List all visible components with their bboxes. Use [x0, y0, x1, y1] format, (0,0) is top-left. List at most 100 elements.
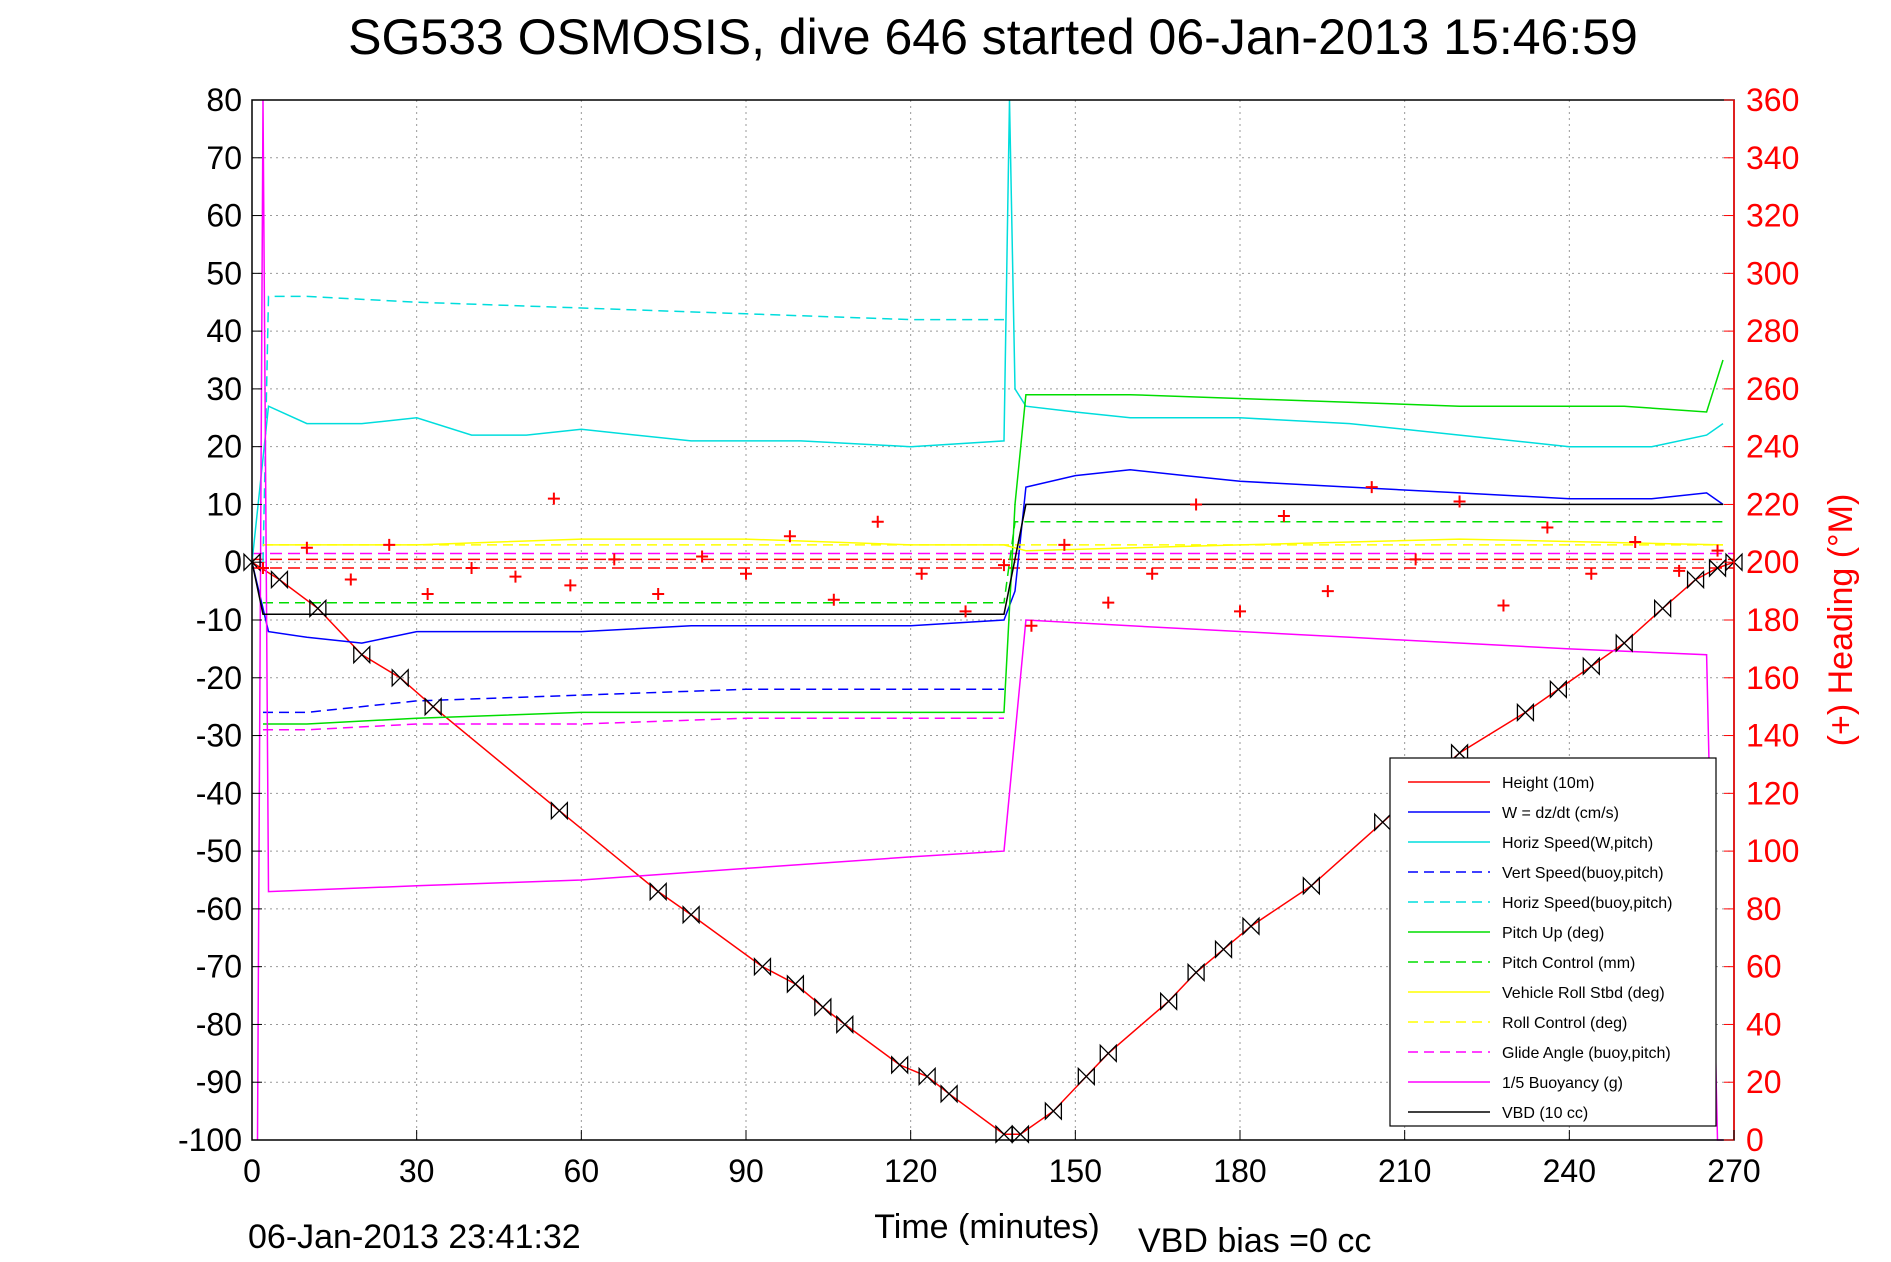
legend: Height (10m) W = dz/dt (cm/s) Horiz Speed(… — [1389, 757, 1717, 1127]
legend-label: W = dz/dt (cm/s) — [1502, 805, 1619, 822]
heading-marker — [783, 530, 796, 543]
series-line-11 — [251, 503, 1723, 615]
height-marker — [550, 801, 569, 821]
footer-vbd-bias: VBD bias =0 cc — [1138, 1222, 1371, 1260]
height-marker — [649, 881, 667, 902]
y-tick-label: 10 — [206, 486, 242, 522]
y-right-tick-label: 220 — [1746, 486, 1799, 522]
y-right-tick-label: 180 — [1746, 602, 1799, 638]
height-marker — [836, 1014, 854, 1035]
heading-marker — [608, 553, 621, 566]
y-right-tick-label: 80 — [1746, 891, 1782, 927]
height-marker — [682, 905, 700, 925]
heading-marker — [1541, 521, 1554, 534]
markers-layer — [243, 481, 1743, 1144]
footer-timestamp: 06-Jan-2013 23:41:32 — [248, 1218, 581, 1256]
heading-marker — [1497, 599, 1510, 612]
height-marker — [753, 957, 772, 977]
height-marker — [1011, 1124, 1030, 1144]
heading-marker — [696, 550, 709, 563]
legend-box — [1389, 757, 1717, 1127]
heading-marker — [871, 515, 884, 528]
series-line-1 — [251, 469, 1724, 644]
y-right-tick-label: 200 — [1746, 544, 1799, 580]
height-marker — [786, 974, 805, 994]
heading-marker — [1629, 536, 1642, 548]
right-axis: 0 20 40 60 80 100 120 140 160 180 200 220 240 260 280 3… — [1724, 82, 1799, 1158]
y-tick-label: 80 — [206, 82, 242, 118]
y-tick-label: -40 — [196, 775, 242, 811]
heading-marker — [1190, 498, 1203, 511]
legend-label: Horiz Speed(W,pitch) — [1502, 835, 1653, 852]
y-right-tick-label: 140 — [1746, 718, 1799, 754]
x-tick-label: 120 — [884, 1153, 937, 1189]
height-marker — [353, 645, 371, 665]
heading-marker — [256, 562, 269, 574]
y-right-tick-label: 260 — [1746, 371, 1799, 407]
y-tick-label: 40 — [206, 313, 242, 349]
x-axis-label: Time (minutes) — [874, 1208, 1099, 1246]
heading-marker — [1673, 564, 1686, 577]
x-tick-label: 60 — [564, 1153, 600, 1189]
height-marker — [424, 697, 442, 717]
height-marker — [1725, 552, 1743, 572]
y-tick-label: -10 — [196, 602, 242, 638]
height-marker — [1653, 598, 1672, 619]
height-marker — [309, 598, 327, 619]
heading-marker — [300, 541, 313, 554]
y-tick-label: 60 — [206, 198, 242, 234]
heading-marker — [959, 605, 972, 618]
y-right-tick-label: 100 — [1746, 833, 1799, 869]
heading-marker — [1058, 538, 1071, 551]
legend-label: VBD (10 cc) — [1502, 1105, 1588, 1122]
legend-label: 1/5 Buoyancy (g) — [1502, 1075, 1623, 1092]
heading-marker — [383, 538, 396, 551]
height-marker — [814, 997, 832, 1017]
height-marker — [940, 1084, 958, 1104]
heading-marker — [1585, 567, 1598, 580]
y-tick-label: -70 — [196, 949, 242, 985]
heading-marker — [509, 570, 522, 583]
height-marker — [1516, 702, 1535, 723]
y-right-tick-label: 0 — [1746, 1122, 1764, 1158]
y-tick-label: -20 — [196, 660, 242, 696]
height-marker — [1302, 876, 1321, 896]
heading-marker — [564, 579, 577, 592]
y-right-tick-label: 280 — [1746, 313, 1799, 349]
chart-title: SG533 OSMOSIS, dive 646 started 06-Jan-2… — [348, 9, 1638, 65]
y-tick-label: 20 — [206, 429, 242, 465]
y-tick-label: -30 — [196, 718, 242, 754]
height-marker — [1159, 991, 1178, 1011]
x-tick-label: 270 — [1707, 1153, 1760, 1189]
height-marker — [1077, 1066, 1095, 1087]
height-marker — [1099, 1043, 1117, 1063]
legend-label: Vert Speed(buoy,pitch) — [1502, 865, 1664, 882]
y-tick-label: 30 — [206, 371, 242, 407]
height-marker — [1187, 962, 1205, 983]
height-marker — [918, 1066, 936, 1087]
height-marker — [1686, 569, 1705, 590]
heading-marker — [465, 562, 478, 574]
y-tick-label: -100 — [178, 1122, 242, 1158]
height-marker — [1044, 1101, 1063, 1121]
heading-marker — [1234, 605, 1246, 618]
series-line-0 — [251, 561, 1735, 1135]
x-tick-label: 90 — [728, 1153, 764, 1189]
height-marker — [1214, 939, 1233, 959]
y-tick-label: 70 — [206, 140, 242, 176]
y-tick-label: 0 — [224, 544, 242, 580]
legend-label: Vehicle Roll Stbd (deg) — [1502, 985, 1665, 1002]
series-line-6 — [263, 521, 1723, 604]
heading-marker — [421, 588, 434, 600]
x-tick-label: 0 — [243, 1153, 261, 1189]
legend-label: Glide Angle (buoy,pitch) — [1502, 1045, 1671, 1062]
heading-marker — [1277, 510, 1290, 522]
y-tick-label: 50 — [206, 255, 242, 291]
heading-marker — [740, 567, 752, 580]
x-tick-label: 180 — [1213, 1153, 1266, 1189]
series-line-2 — [251, 99, 1724, 563]
height-marker — [1615, 633, 1633, 653]
height-marker — [1549, 679, 1568, 699]
legend-label: Pitch Up (deg) — [1502, 925, 1604, 942]
height-marker — [391, 668, 409, 688]
